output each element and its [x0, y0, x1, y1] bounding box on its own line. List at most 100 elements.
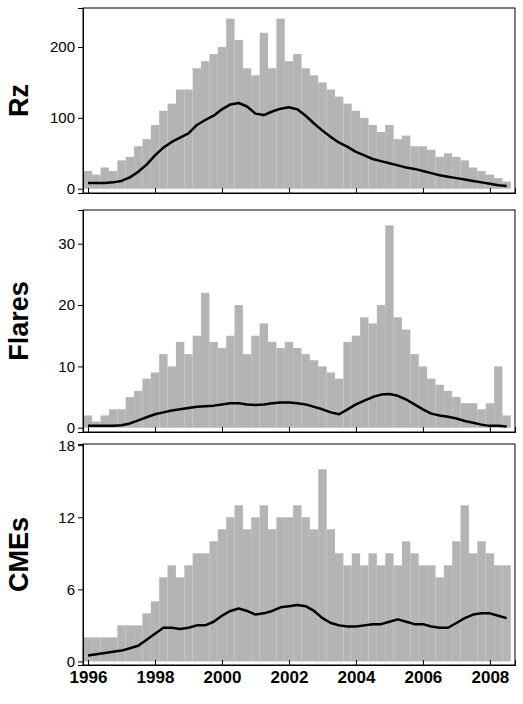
y-axis: 061218	[58, 437, 83, 670]
bar	[452, 397, 460, 428]
tick-label: 6	[67, 581, 75, 598]
bar	[159, 354, 167, 428]
bar	[360, 565, 368, 661]
tick-mark	[155, 188, 156, 193]
tick-mark	[78, 445, 83, 446]
bar	[235, 305, 243, 428]
panel: 0102030Flares	[4, 210, 516, 436]
tick: 10	[58, 358, 83, 375]
tick: 30	[58, 235, 83, 252]
tick	[490, 427, 491, 432]
bar	[260, 505, 268, 661]
tick: 2002	[271, 660, 309, 687]
bar	[419, 565, 427, 661]
bar	[226, 517, 234, 661]
bar	[419, 366, 427, 427]
axis-line	[78, 445, 84, 666]
tick	[222, 427, 223, 432]
tick	[289, 188, 290, 193]
bar	[184, 354, 192, 428]
bar	[193, 336, 201, 428]
bar	[461, 505, 469, 661]
bar	[427, 565, 435, 661]
bar	[302, 517, 310, 661]
plot-area	[84, 19, 511, 189]
bar	[452, 157, 460, 189]
bar	[176, 577, 184, 661]
bar	[494, 565, 502, 661]
tick-mark	[78, 305, 83, 306]
bar	[101, 637, 109, 661]
tick-mark	[88, 427, 89, 432]
bar	[251, 336, 259, 428]
bar	[168, 565, 176, 661]
tick: 6	[67, 581, 83, 598]
tick-label: 2008	[471, 668, 509, 687]
bar	[159, 577, 167, 661]
bar	[201, 61, 209, 189]
tick-mark	[155, 660, 156, 665]
tick-label: 2002	[271, 668, 309, 687]
tick: 20	[58, 296, 83, 313]
frame	[83, 444, 515, 665]
tick	[88, 188, 89, 193]
bar	[494, 178, 502, 189]
tick-label: 0	[67, 180, 75, 197]
tick-mark	[423, 660, 424, 665]
bar	[260, 323, 268, 427]
tick-label: 30	[58, 235, 75, 252]
tick-mark	[289, 660, 290, 665]
tick	[490, 188, 491, 193]
tick-label: 18	[58, 437, 75, 454]
bar	[218, 47, 226, 189]
x-axis: 1996199820002002200420062008	[70, 660, 516, 687]
bar	[394, 565, 402, 661]
bar	[251, 517, 259, 661]
bar	[243, 529, 251, 661]
bar	[352, 336, 360, 428]
tick-mark	[289, 188, 290, 193]
bar	[385, 553, 393, 661]
tick-mark	[78, 661, 83, 662]
bar	[235, 40, 243, 189]
bar	[285, 342, 293, 428]
bar	[469, 553, 477, 661]
bar	[427, 379, 435, 428]
tick: 100	[50, 109, 83, 126]
bar	[218, 348, 226, 428]
x-axis	[84, 188, 516, 194]
tick-label: 12	[58, 509, 75, 526]
bar	[92, 637, 100, 661]
tick-mark	[78, 589, 83, 590]
tick: 200	[50, 38, 83, 55]
tick: 2004	[338, 660, 376, 687]
bar	[435, 157, 443, 189]
bar	[168, 104, 176, 189]
bars	[84, 19, 511, 189]
tick-mark	[155, 427, 156, 432]
bar	[435, 385, 443, 428]
bar	[276, 348, 284, 428]
tick	[356, 427, 357, 432]
bar	[142, 379, 150, 428]
bar	[235, 505, 243, 661]
bar	[310, 360, 318, 427]
tick-label: 1998	[137, 668, 175, 687]
panel: 0612181996199820002002200420062008CMEs	[4, 437, 516, 688]
axis-line	[78, 9, 84, 194]
tick-mark	[88, 660, 89, 665]
bar	[318, 366, 326, 427]
bar	[84, 171, 92, 189]
bar	[109, 637, 117, 661]
tick-mark	[423, 427, 424, 432]
axis-line	[84, 188, 516, 194]
bar	[101, 167, 109, 188]
bar	[276, 19, 284, 189]
bar	[310, 75, 318, 188]
tick-label: 20	[58, 296, 75, 313]
tick-mark	[222, 427, 223, 432]
bar	[343, 342, 351, 428]
bar	[360, 317, 368, 427]
frame	[83, 210, 515, 432]
bar	[377, 305, 385, 428]
